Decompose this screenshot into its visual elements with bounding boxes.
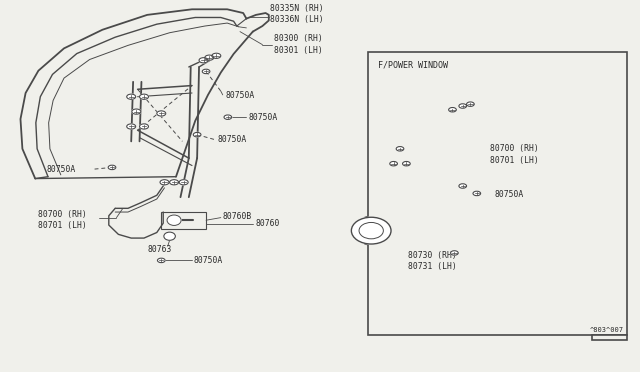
Circle shape bbox=[396, 147, 404, 151]
Circle shape bbox=[170, 180, 179, 185]
Circle shape bbox=[157, 111, 166, 116]
Circle shape bbox=[459, 184, 467, 188]
Ellipse shape bbox=[351, 217, 391, 244]
Ellipse shape bbox=[164, 232, 175, 240]
Text: 80760: 80760 bbox=[256, 219, 280, 228]
Circle shape bbox=[132, 109, 141, 114]
Circle shape bbox=[193, 132, 201, 137]
Text: 80335N (RH)
80336N (LH): 80335N (RH) 80336N (LH) bbox=[270, 4, 324, 24]
Text: 80763: 80763 bbox=[148, 245, 172, 254]
Circle shape bbox=[160, 180, 169, 185]
Circle shape bbox=[108, 165, 116, 170]
Circle shape bbox=[205, 55, 214, 60]
Circle shape bbox=[467, 102, 474, 106]
Text: 80300 (RH)
80301 (LH): 80300 (RH) 80301 (LH) bbox=[274, 35, 323, 55]
Circle shape bbox=[140, 94, 148, 99]
Circle shape bbox=[127, 94, 136, 99]
Circle shape bbox=[157, 258, 165, 263]
Text: 80730 (RH)
80731 (LH): 80730 (RH) 80731 (LH) bbox=[408, 251, 457, 271]
Text: 80760B: 80760B bbox=[223, 212, 252, 221]
Circle shape bbox=[202, 69, 210, 74]
Bar bbox=[161, 212, 206, 229]
Text: ^803^007: ^803^007 bbox=[590, 327, 624, 333]
Circle shape bbox=[179, 180, 188, 185]
Text: 80750A: 80750A bbox=[248, 113, 278, 122]
Text: 80700 (RH)
80701 (LH): 80700 (RH) 80701 (LH) bbox=[490, 144, 538, 164]
Circle shape bbox=[451, 251, 458, 255]
Circle shape bbox=[390, 161, 397, 166]
Circle shape bbox=[199, 58, 208, 63]
Circle shape bbox=[459, 104, 467, 108]
Text: 80750A: 80750A bbox=[46, 165, 76, 174]
Text: 80750A: 80750A bbox=[218, 135, 247, 144]
Bar bbox=[592, 335, 627, 340]
Circle shape bbox=[140, 124, 148, 129]
Ellipse shape bbox=[167, 215, 181, 225]
Circle shape bbox=[127, 124, 136, 129]
Text: F/POWER WINDOW: F/POWER WINDOW bbox=[378, 61, 447, 70]
Circle shape bbox=[224, 115, 232, 119]
Circle shape bbox=[212, 53, 221, 58]
Circle shape bbox=[449, 108, 456, 112]
Text: 80750A: 80750A bbox=[194, 256, 223, 265]
Text: 80750A: 80750A bbox=[495, 190, 524, 199]
Circle shape bbox=[403, 161, 410, 166]
Text: 80750A: 80750A bbox=[225, 91, 255, 100]
Text: 80700 (RH)
80701 (LH): 80700 (RH) 80701 (LH) bbox=[38, 210, 87, 230]
Circle shape bbox=[473, 191, 481, 196]
Bar bbox=[368, 52, 627, 335]
